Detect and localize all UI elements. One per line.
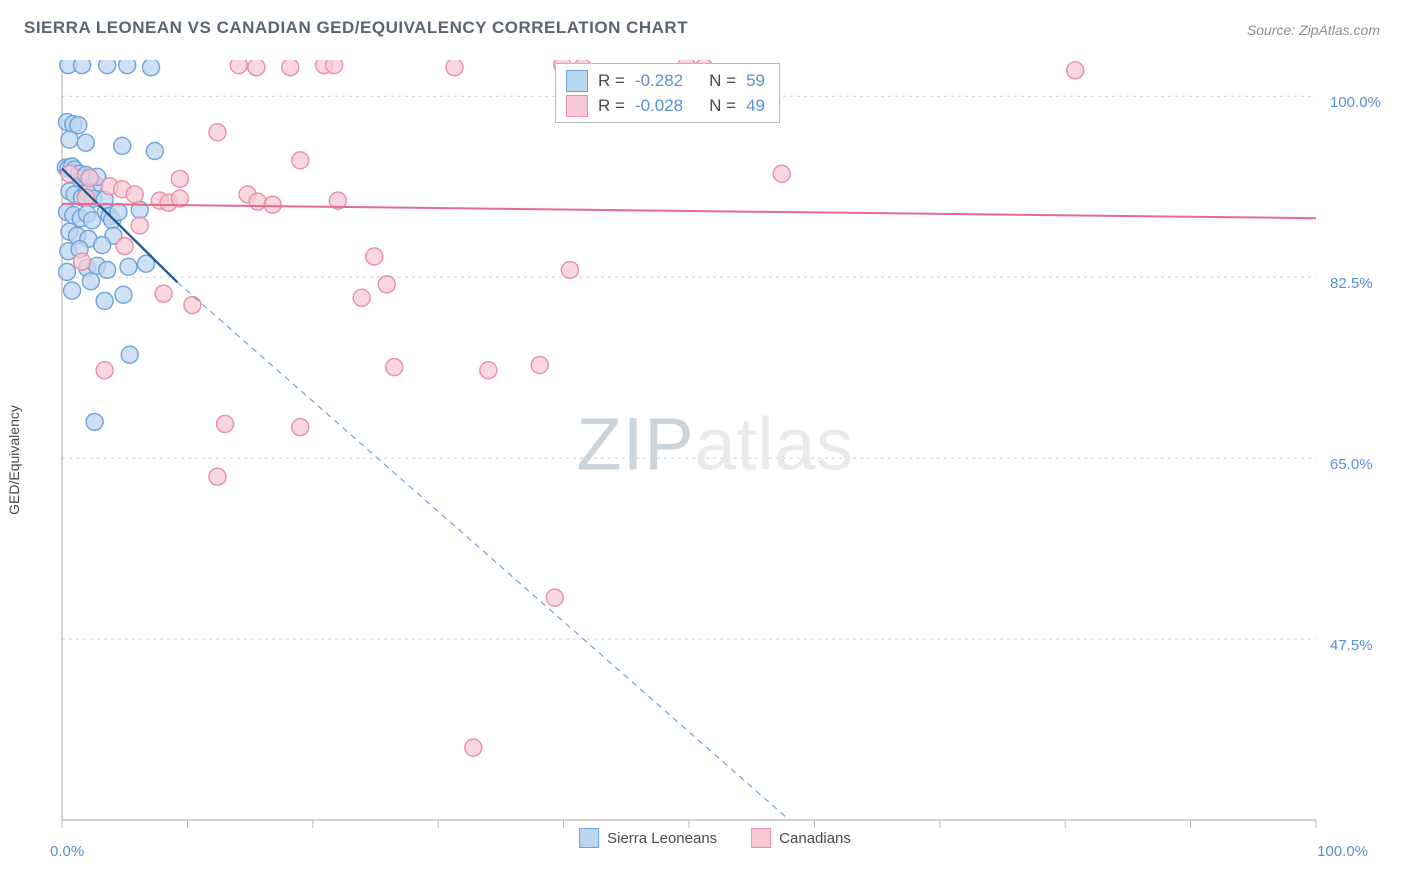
- bottom-legend: Sierra Leoneans Canadians: [579, 828, 851, 848]
- y-tick-label: 47.5%: [1330, 637, 1373, 654]
- source-credit: Source: ZipAtlas.com: [1247, 22, 1380, 38]
- x-axis-min-label: 0.0%: [50, 843, 84, 860]
- stats-row: R = -0.282 N = 59: [566, 69, 765, 94]
- y-tick-label: 82.5%: [1330, 275, 1373, 292]
- chart-title: SIERRA LEONEAN VS CANADIAN GED/EQUIVALEN…: [24, 18, 688, 38]
- stats-n-label: N =: [709, 94, 736, 119]
- stats-row: R = -0.028 N = 49: [566, 94, 765, 119]
- stats-swatch-icon: [566, 95, 588, 117]
- legend-label: Canadians: [779, 830, 851, 847]
- stats-r-label: R =: [598, 69, 625, 94]
- stats-r-value: -0.282: [635, 69, 683, 94]
- scatter-chart: [50, 60, 1380, 860]
- legend-item: Canadians: [751, 828, 851, 848]
- y-tick-label: 100.0%: [1330, 94, 1381, 111]
- stats-n-label: N =: [709, 69, 736, 94]
- legend-swatch-icon: [751, 828, 771, 848]
- legend-swatch-icon: [579, 828, 599, 848]
- stats-swatch-icon: [566, 70, 588, 92]
- y-axis-label: GED/Equivalency: [6, 405, 22, 515]
- stats-r-value: -0.028: [635, 94, 683, 119]
- legend-item: Sierra Leoneans: [579, 828, 717, 848]
- stats-n-value: 49: [746, 94, 765, 119]
- stats-legend-box: R = -0.282 N = 59 R = -0.028 N = 49: [555, 63, 780, 123]
- legend-label: Sierra Leoneans: [607, 830, 717, 847]
- x-axis-max-label: 100.0%: [1317, 843, 1368, 860]
- stats-r-label: R =: [598, 94, 625, 119]
- stats-n-value: 59: [746, 69, 765, 94]
- y-tick-label: 65.0%: [1330, 456, 1373, 473]
- chart-container: GED/Equivalency ZIPatlas R = -0.282 N = …: [50, 60, 1380, 860]
